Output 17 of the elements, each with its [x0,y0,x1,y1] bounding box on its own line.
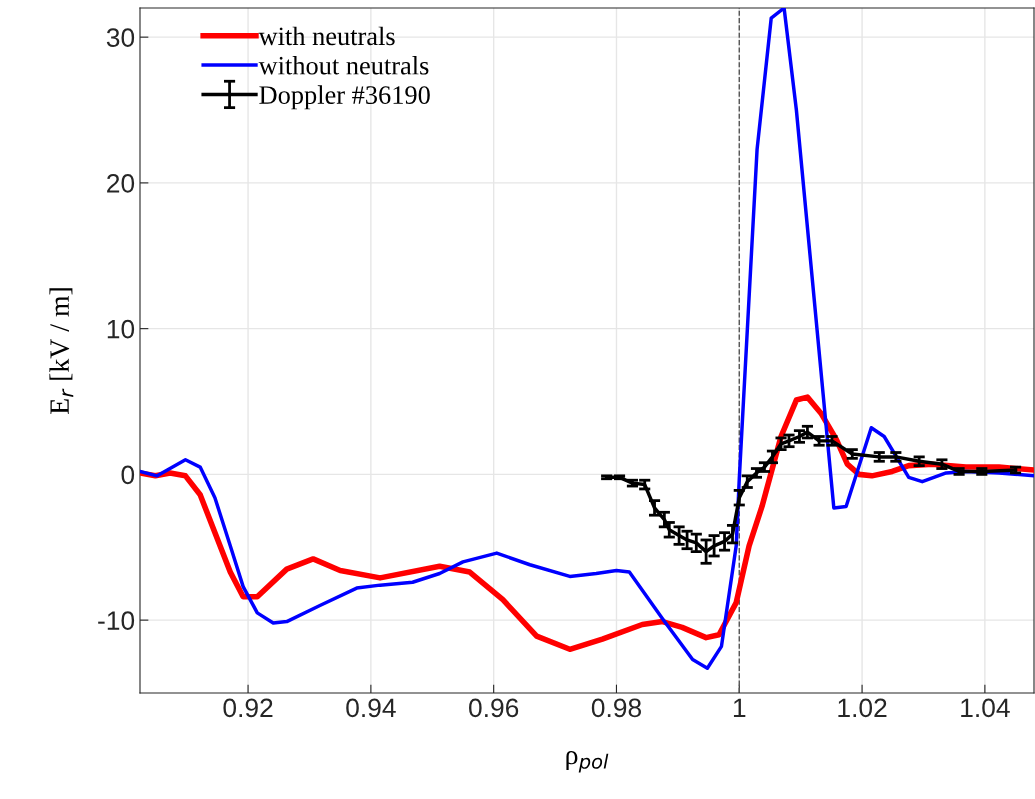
x-tick-label: 0.98 [591,698,642,718]
x-tick-label: 0.94 [346,698,396,718]
legend-label: without neutrals [258,56,429,75]
x-tick-label: 1 [733,698,746,717]
x-tick-label: 0.96 [469,698,519,718]
y-tick-label: 0 [121,465,135,485]
x-tick-label: 0.92 [223,698,273,718]
x-axis-title: ρ$_{pol}$ [566,750,609,773]
y-tick-label: 30 [106,28,135,47]
x-tick-label: 1.02 [838,698,887,718]
x-tick-label: 1.04 [961,698,1010,718]
y-tick-label: -10 [98,611,135,630]
legend-label: with neutrals [258,26,395,46]
legend-label: Doppler #36190 [259,85,430,110]
y-tick-label: 10 [107,319,135,339]
y-tick-label: 20 [107,174,135,193]
y-axis-title: E$_{r}$ [kV / m] [49,288,74,415]
